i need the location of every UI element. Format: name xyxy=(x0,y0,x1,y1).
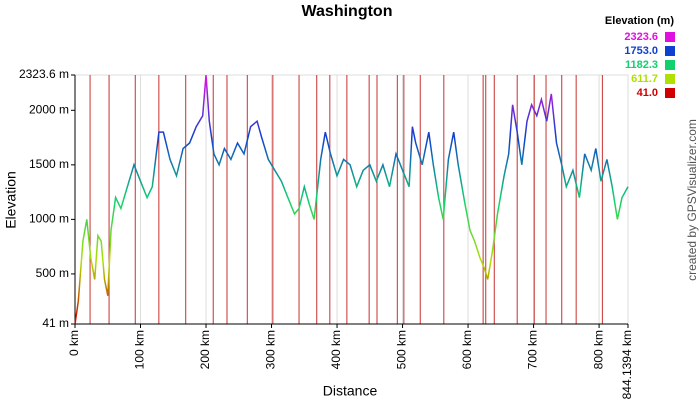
y-tick-label: 1000 m xyxy=(29,212,69,226)
x-tick-label: 400 km xyxy=(329,330,343,369)
y-tick-label: 500 m xyxy=(36,266,69,280)
y-tick-label: 41 m xyxy=(42,316,69,330)
x-axis-title: Distance xyxy=(323,383,378,399)
legend-label: 41.0 xyxy=(637,87,658,99)
x-tick-label: 700 km xyxy=(526,330,540,369)
legend-title: Elevation (m) xyxy=(605,15,674,27)
x-tick-label: 200 km xyxy=(198,330,212,369)
x-tick-label: 500 km xyxy=(395,330,409,369)
y-tick-label: 1500 m xyxy=(29,157,69,171)
chart-title: Washington xyxy=(302,3,393,20)
legend-label: 1753.0 xyxy=(624,45,658,57)
x-tick-label: 100 km xyxy=(133,330,147,369)
y-tick-label: 2323.6 m xyxy=(19,67,69,81)
legend-label: 2323.6 xyxy=(624,31,658,43)
legend-swatch xyxy=(665,46,675,56)
x-tick-label: 844.1394 km xyxy=(620,330,634,399)
x-tick-label: 300 km xyxy=(264,330,278,369)
legend-label: 1182.3 xyxy=(625,59,658,71)
legend-label: 611.7 xyxy=(631,73,658,85)
legend-swatch xyxy=(665,32,675,42)
x-tick-label: 600 km xyxy=(460,330,474,369)
elevation-line xyxy=(74,74,629,325)
y-tick-label: 2000 m xyxy=(29,102,69,116)
y-axis-title: Elevation xyxy=(3,171,19,229)
legend-swatch xyxy=(665,60,675,70)
legend-swatch xyxy=(665,74,675,84)
credit: created by GPSVisualizer.com xyxy=(685,119,699,281)
legend-swatch xyxy=(665,88,675,98)
x-tick-label: 0 km xyxy=(67,330,81,356)
x-tick-label: 800 km xyxy=(591,330,605,369)
